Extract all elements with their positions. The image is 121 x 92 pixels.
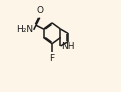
Text: F: F [49, 54, 55, 63]
Text: NH: NH [62, 42, 75, 51]
Text: H₂N: H₂N [16, 25, 33, 34]
Text: O: O [36, 6, 43, 15]
